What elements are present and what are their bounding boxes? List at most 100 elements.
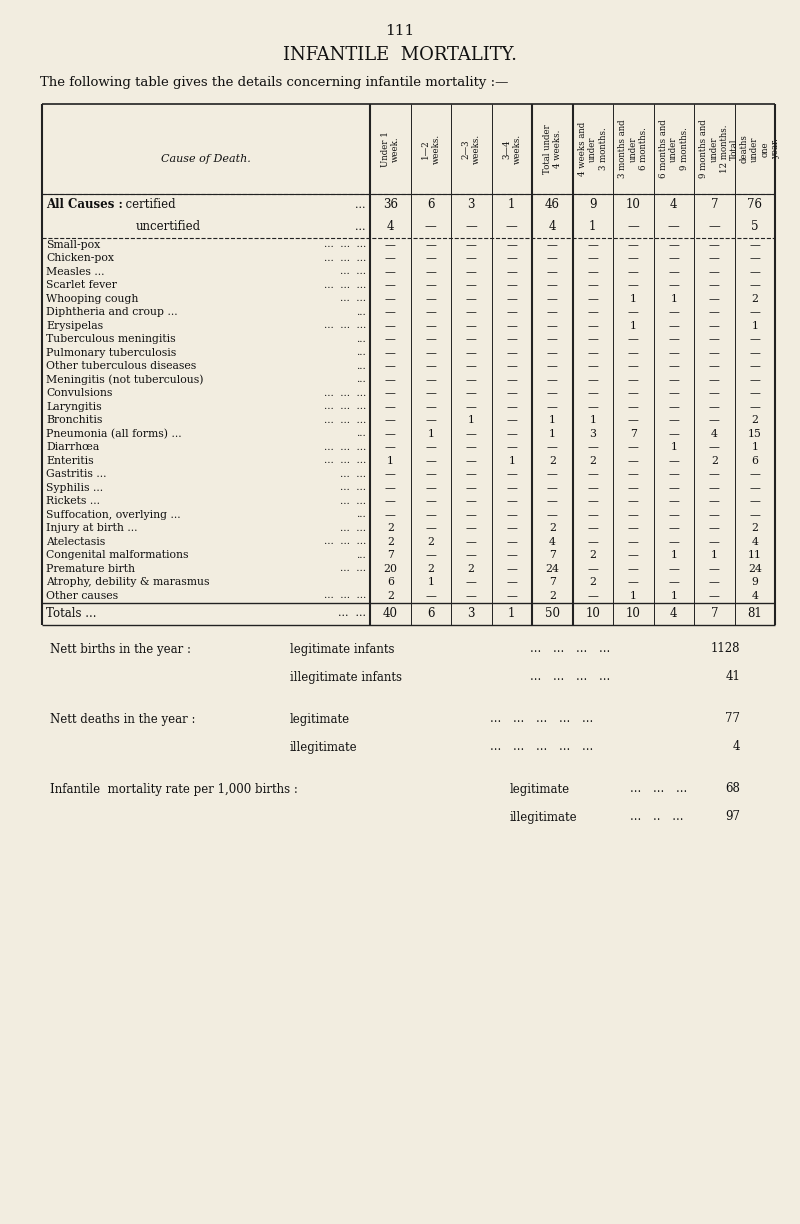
Text: 36: 36	[382, 198, 398, 212]
Text: —: —	[547, 321, 558, 330]
Text: 1: 1	[549, 415, 556, 425]
Text: —: —	[709, 280, 720, 290]
Text: —: —	[709, 321, 720, 330]
Text: —: —	[750, 334, 760, 344]
Text: —: —	[547, 307, 558, 317]
Text: —: —	[587, 482, 598, 493]
Text: ...: ...	[356, 430, 366, 438]
Text: —: —	[426, 253, 436, 263]
Text: —: —	[385, 361, 396, 371]
Text: 3 months and
under
6 months.: 3 months and under 6 months.	[618, 120, 648, 179]
Text: —: —	[426, 469, 436, 480]
Text: —: —	[426, 321, 436, 330]
Text: —: —	[587, 509, 598, 520]
Text: —: —	[466, 388, 477, 398]
Text: 2: 2	[590, 551, 596, 561]
Text: —: —	[466, 428, 477, 438]
Text: —: —	[547, 334, 558, 344]
Text: —: —	[466, 240, 477, 250]
Text: 1: 1	[670, 551, 678, 561]
Text: ...  ...  ...: ... ... ...	[324, 457, 366, 465]
Text: —: —	[587, 267, 598, 277]
Text: 4: 4	[733, 741, 740, 754]
Text: 4: 4	[670, 607, 678, 621]
Text: 41: 41	[725, 671, 740, 683]
Text: —: —	[547, 253, 558, 263]
Text: —: —	[587, 253, 598, 263]
Text: —: —	[547, 496, 558, 507]
Text: —: —	[466, 523, 477, 534]
Text: Under 1
week.: Under 1 week.	[381, 131, 400, 166]
Text: —: —	[628, 482, 638, 493]
Text: —: —	[709, 482, 720, 493]
Text: ...: ...	[356, 362, 366, 371]
Text: —: —	[426, 455, 436, 466]
Text: Nett deaths in the year :: Nett deaths in the year :	[50, 712, 195, 726]
Text: —: —	[668, 240, 679, 250]
Text: —: —	[668, 321, 679, 330]
Text: 7: 7	[710, 607, 718, 621]
Text: —: —	[466, 334, 477, 344]
Text: 2: 2	[386, 591, 394, 601]
Text: ...  ...  ...  ...: ... ... ... ...	[530, 671, 610, 683]
Text: —: —	[426, 401, 436, 411]
Text: Pulmonary tuberculosis: Pulmonary tuberculosis	[46, 348, 176, 357]
Text: 1—2
weeks.: 1—2 weeks.	[421, 133, 441, 164]
Text: —: —	[547, 509, 558, 520]
Text: 5: 5	[751, 220, 758, 234]
Text: —: —	[587, 564, 598, 574]
Text: —: —	[385, 267, 396, 277]
Text: ...  ...  ...: ... ... ...	[324, 403, 366, 411]
Text: 6: 6	[427, 607, 434, 621]
Text: —: —	[547, 482, 558, 493]
Text: ...: ...	[355, 200, 366, 211]
Text: —: —	[750, 496, 760, 507]
Text: —: —	[466, 253, 477, 263]
Text: 77: 77	[725, 712, 740, 726]
Text: —: —	[709, 361, 720, 371]
Text: —: —	[506, 307, 517, 317]
Text: —: —	[547, 401, 558, 411]
Text: —: —	[709, 267, 720, 277]
Text: —: —	[628, 551, 638, 561]
Text: 1: 1	[508, 455, 515, 466]
Text: 24: 24	[546, 564, 559, 574]
Text: Laryngitis: Laryngitis	[46, 401, 102, 411]
Text: —: —	[750, 401, 760, 411]
Text: —: —	[547, 469, 558, 480]
Text: Other causes: Other causes	[46, 591, 118, 601]
Text: 1: 1	[751, 321, 758, 330]
Text: ...  ...  ...: ... ... ...	[324, 280, 366, 290]
Text: illegitimate infants: illegitimate infants	[290, 671, 402, 683]
Text: 4: 4	[751, 537, 758, 547]
Text: 10: 10	[586, 607, 600, 621]
Text: 1: 1	[630, 321, 637, 330]
Text: —: —	[628, 361, 638, 371]
Text: 10: 10	[626, 607, 641, 621]
Text: —: —	[709, 307, 720, 317]
Text: 2: 2	[549, 523, 556, 534]
Text: —: —	[426, 375, 436, 384]
Text: ...  ...  ...  ...  ...: ... ... ... ... ...	[490, 712, 594, 726]
Text: 2: 2	[751, 415, 758, 425]
Text: Diphtheria and croup ...: Diphtheria and croup ...	[46, 307, 178, 317]
Text: —: —	[506, 578, 517, 588]
Text: —: —	[506, 551, 517, 561]
Text: Erysipelas: Erysipelas	[46, 321, 103, 330]
Text: —: —	[426, 496, 436, 507]
Text: —: —	[547, 280, 558, 290]
Text: ...  ...  ...: ... ... ...	[630, 782, 687, 796]
Text: 1: 1	[751, 442, 758, 452]
Text: —: —	[628, 280, 638, 290]
Text: ...  ...  ...: ... ... ...	[324, 389, 366, 398]
Text: —: —	[385, 428, 396, 438]
Text: ...: ...	[356, 510, 366, 519]
Text: —: —	[385, 280, 396, 290]
Text: —: —	[628, 348, 638, 357]
Text: —: —	[547, 240, 558, 250]
Text: —: —	[506, 509, 517, 520]
Text: —: —	[385, 253, 396, 263]
Text: Bronchitis: Bronchitis	[46, 415, 102, 425]
Text: —: —	[628, 334, 638, 344]
Text: illegitimate: illegitimate	[510, 810, 578, 824]
